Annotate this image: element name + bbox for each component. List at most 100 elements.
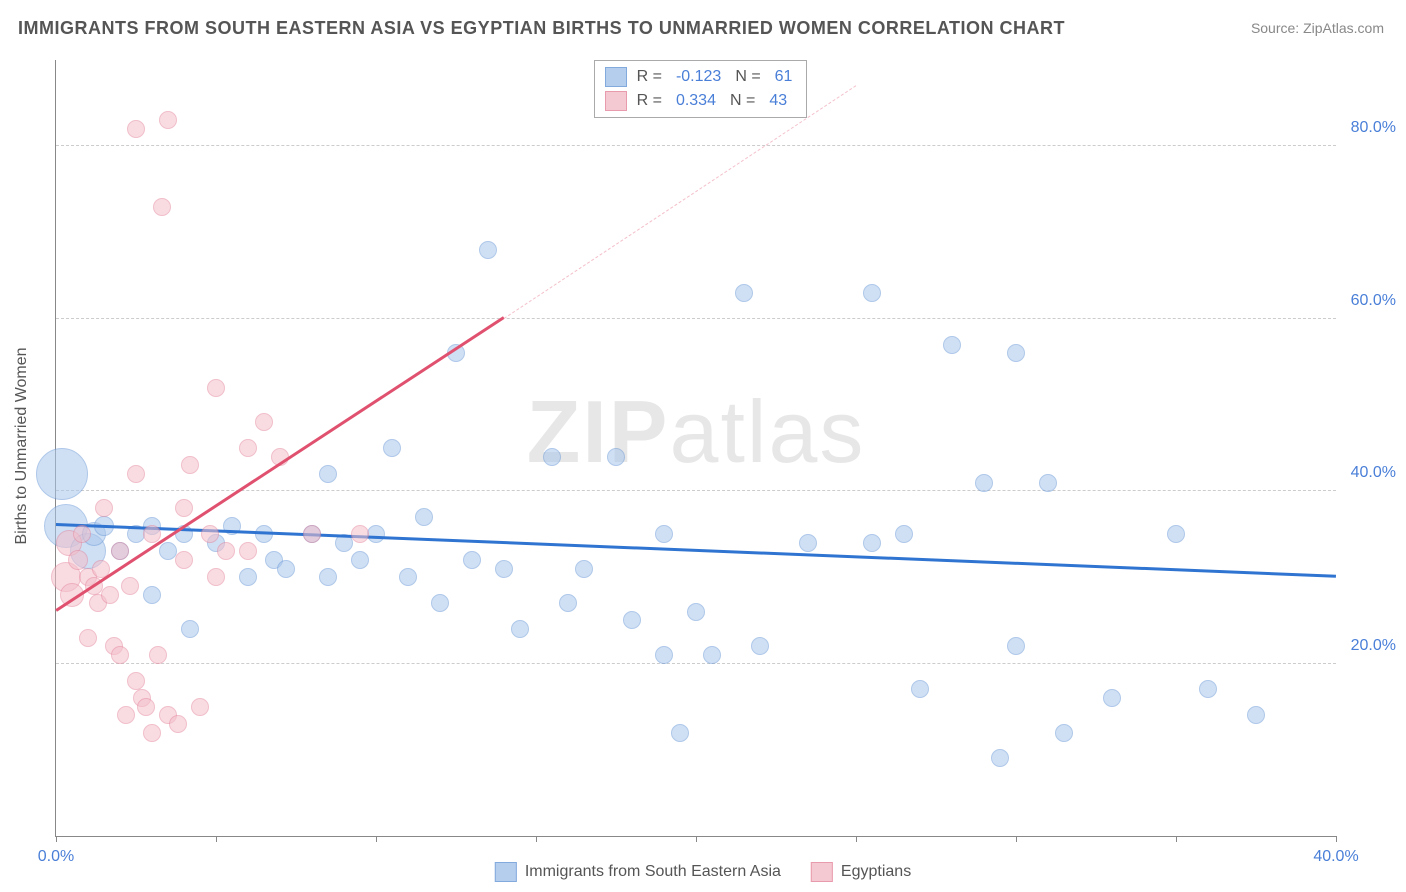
scatter-point xyxy=(863,284,881,302)
scatter-point xyxy=(1007,344,1025,362)
correlation-legend: R = -0.123 N = 61 R = 0.334 N = 43 xyxy=(594,60,808,118)
scatter-point xyxy=(143,586,161,604)
scatter-point xyxy=(863,534,881,552)
gridline-h xyxy=(56,663,1336,664)
watermark-text: ZIPatlas xyxy=(527,381,866,483)
scatter-point xyxy=(975,474,993,492)
scatter-point xyxy=(95,499,113,517)
scatter-point xyxy=(73,525,91,543)
scatter-point xyxy=(239,542,257,560)
xtick xyxy=(536,836,537,842)
scatter-point xyxy=(143,724,161,742)
scatter-point xyxy=(351,551,369,569)
trendline xyxy=(504,85,857,319)
gridline-h xyxy=(56,318,1336,319)
xtick xyxy=(1176,836,1177,842)
scatter-point xyxy=(655,525,673,543)
scatter-point xyxy=(543,448,561,466)
scatter-point xyxy=(79,629,97,647)
scatter-point xyxy=(153,198,171,216)
scatter-point xyxy=(175,551,193,569)
scatter-point xyxy=(319,568,337,586)
scatter-point xyxy=(623,611,641,629)
legend-swatch-pink xyxy=(811,862,833,882)
xtick xyxy=(56,836,57,842)
scatter-point xyxy=(319,465,337,483)
scatter-point xyxy=(1199,680,1217,698)
legend-swatch-blue xyxy=(495,862,517,882)
scatter-point xyxy=(495,560,513,578)
scatter-point xyxy=(607,448,625,466)
scatter-point xyxy=(207,379,225,397)
scatter-point xyxy=(175,499,193,517)
xtick xyxy=(1016,836,1017,842)
scatter-point xyxy=(1103,689,1121,707)
scatter-point xyxy=(399,568,417,586)
chart-container: IMMIGRANTS FROM SOUTH EASTERN ASIA VS EG… xyxy=(0,0,1406,892)
plot-area: ZIPatlas R = -0.123 N = 61 R = 0.334 N =… xyxy=(55,60,1336,837)
ytick-label: 40.0% xyxy=(1341,464,1396,482)
scatter-point xyxy=(703,646,721,664)
scatter-point xyxy=(239,568,257,586)
scatter-point xyxy=(277,560,295,578)
scatter-point xyxy=(101,586,119,604)
ytick-label: 80.0% xyxy=(1341,119,1396,137)
scatter-point xyxy=(1247,706,1265,724)
scatter-point xyxy=(68,550,88,570)
swatch-blue xyxy=(605,67,627,87)
scatter-point xyxy=(655,646,673,664)
r-value-pink: 0.334 xyxy=(676,92,716,110)
scatter-point xyxy=(431,594,449,612)
n-value-blue: 61 xyxy=(775,68,793,86)
scatter-point xyxy=(799,534,817,552)
xtick xyxy=(376,836,377,842)
swatch-pink xyxy=(605,91,627,111)
scatter-point xyxy=(121,577,139,595)
xtick-label: 0.0% xyxy=(38,848,74,866)
xtick xyxy=(216,836,217,842)
scatter-point xyxy=(575,560,593,578)
scatter-point xyxy=(383,439,401,457)
xtick xyxy=(1336,836,1337,842)
ytick-label: 20.0% xyxy=(1341,637,1396,655)
legend-label-pink: Egyptians xyxy=(841,863,911,881)
scatter-point xyxy=(36,448,88,500)
gridline-h xyxy=(56,145,1336,146)
scatter-point xyxy=(1007,637,1025,655)
scatter-point xyxy=(1055,724,1073,742)
scatter-point xyxy=(181,456,199,474)
scatter-point xyxy=(207,568,225,586)
scatter-point xyxy=(671,724,689,742)
scatter-point xyxy=(149,646,167,664)
scatter-point xyxy=(201,525,219,543)
scatter-point xyxy=(217,542,235,560)
legend-item-pink: Egyptians xyxy=(811,862,911,882)
n-value-pink: 43 xyxy=(769,92,787,110)
scatter-point xyxy=(159,111,177,129)
bottom-legend: Immigrants from South Eastern Asia Egypt… xyxy=(495,862,911,882)
r-value-blue: -0.123 xyxy=(676,68,721,86)
source-attribution: Source: ZipAtlas.com xyxy=(1251,20,1384,36)
scatter-point xyxy=(255,413,273,431)
xtick xyxy=(856,836,857,842)
scatter-point xyxy=(191,698,209,716)
xtick xyxy=(696,836,697,842)
scatter-point xyxy=(895,525,913,543)
scatter-point xyxy=(463,551,481,569)
scatter-point xyxy=(687,603,705,621)
scatter-point xyxy=(117,706,135,724)
scatter-point xyxy=(181,620,199,638)
scatter-point xyxy=(351,525,369,543)
scatter-point xyxy=(943,336,961,354)
scatter-point xyxy=(1167,525,1185,543)
scatter-point xyxy=(751,637,769,655)
ytick-label: 60.0% xyxy=(1341,292,1396,310)
xtick-label: 40.0% xyxy=(1313,848,1358,866)
scatter-point xyxy=(367,525,385,543)
scatter-point xyxy=(303,525,321,543)
correlation-row-blue: R = -0.123 N = 61 xyxy=(605,65,797,89)
scatter-point xyxy=(255,525,273,543)
scatter-point xyxy=(111,646,129,664)
scatter-point xyxy=(169,715,187,733)
correlation-row-pink: R = 0.334 N = 43 xyxy=(605,89,797,113)
